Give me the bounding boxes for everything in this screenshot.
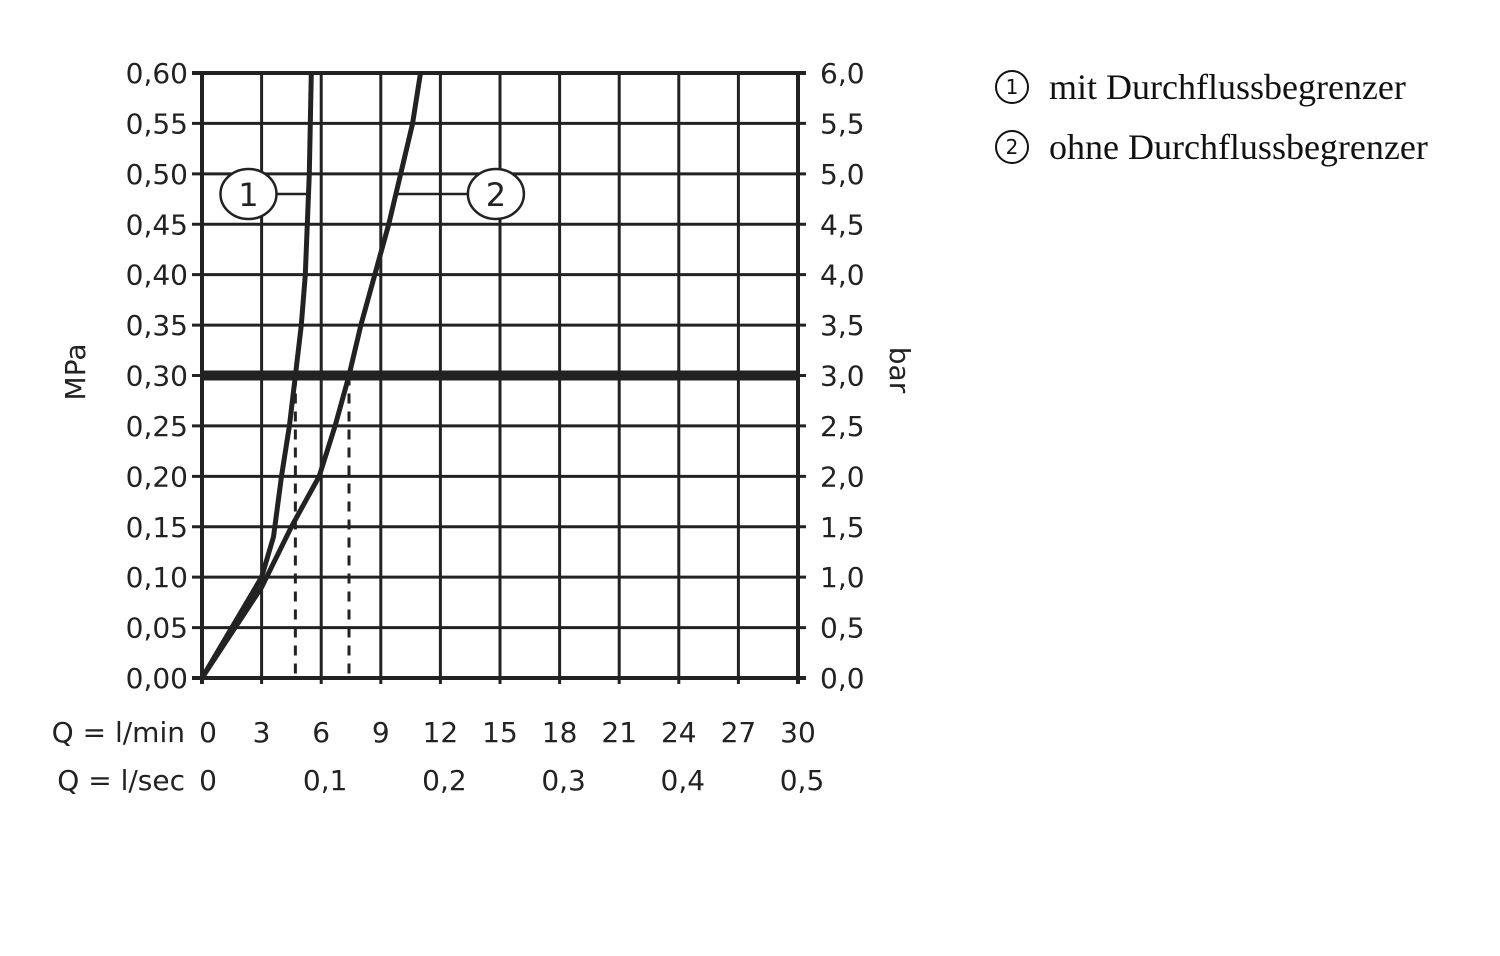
y-tick-right: 2,0 [820, 460, 865, 493]
legend-number: 1 [995, 69, 1029, 104]
x-tick-lsec: 0 [199, 764, 217, 797]
y-tick-left: 0,10 [126, 561, 188, 594]
y-tick-left: 0,15 [126, 511, 188, 544]
y-tick-right: 5,0 [820, 158, 865, 191]
y-tick-right: 1,5 [820, 511, 865, 544]
y-tick-left: 0,05 [126, 612, 188, 645]
y-tick-left: 0,35 [126, 309, 188, 342]
x-tick-lsec: 0,1 [303, 764, 348, 797]
y-tick-left: 0,60 [126, 57, 188, 90]
y-tick-left: 0,55 [126, 107, 188, 140]
x-tick-lmin: 0 [199, 716, 217, 749]
y-tick-left: 0,45 [126, 208, 188, 241]
y-tick-left: 0,40 [126, 259, 188, 292]
x-tick-lmin: 12 [423, 716, 459, 749]
y-tick-right: 2,5 [820, 410, 865, 443]
y-tick-right: 1,0 [820, 561, 865, 594]
x-tick-lmin: 15 [482, 716, 518, 749]
y-tick-right: 0,5 [820, 612, 865, 645]
y-tick-left: 0,25 [126, 410, 188, 443]
y-tick-left: 0,20 [126, 460, 188, 493]
x-tick-lsec: 0,3 [541, 764, 586, 797]
x-tick-lmin: 3 [253, 716, 271, 749]
series-line-1 [199, 72, 314, 680]
series-label: 1 [238, 176, 258, 214]
x-tick-lmin: 6 [312, 716, 330, 749]
y-tick-left: 0,00 [126, 662, 188, 695]
y-tick-left: 0,50 [126, 158, 188, 191]
y-axis-label-right: bar [883, 347, 916, 394]
legend-item-1: 1 mit Durchflussbegrenzer [995, 66, 1406, 108]
legend-text: ohne Durchflussbegrenzer [1049, 127, 1428, 167]
y-tick-right: 0,0 [820, 662, 865, 695]
x-tick-lmin: 18 [542, 716, 578, 749]
series-label: 2 [486, 176, 506, 214]
x-tick-lsec: 0,2 [422, 764, 467, 797]
legend-text: mit Durchflussbegrenzer [1049, 67, 1406, 107]
series-label-circle [466, 167, 526, 221]
x-axis-label-lmin: Q = l/min [52, 716, 185, 749]
legend-item-2: 2 ohne Durchflussbegrenzer [995, 126, 1428, 168]
x-tick-lsec: 0,4 [661, 764, 706, 797]
y-tick-left: 0,30 [126, 360, 188, 393]
x-tick-lsec: 0,5 [780, 764, 825, 797]
legend-number: 2 [995, 129, 1029, 164]
y-tick-right: 4,0 [820, 259, 865, 292]
x-tick-lmin: 9 [372, 716, 390, 749]
x-tick-lmin: 30 [780, 716, 816, 749]
y-axis-label-left: MPa [59, 344, 92, 401]
y-tick-right: 3,5 [820, 309, 865, 342]
y-tick-right: 3,0 [820, 360, 865, 393]
x-axis-label-lsec: Q = l/sec [57, 764, 185, 797]
series-label-circle [219, 167, 278, 221]
y-tick-right: 5,5 [820, 107, 865, 140]
y-tick-right: 6,0 [820, 57, 865, 90]
y-tick-right: 4,5 [820, 208, 865, 241]
x-tick-lmin: 24 [661, 716, 697, 749]
x-tick-lmin: 21 [601, 716, 637, 749]
x-tick-lmin: 27 [721, 716, 757, 749]
series-line-2 [199, 72, 423, 680]
